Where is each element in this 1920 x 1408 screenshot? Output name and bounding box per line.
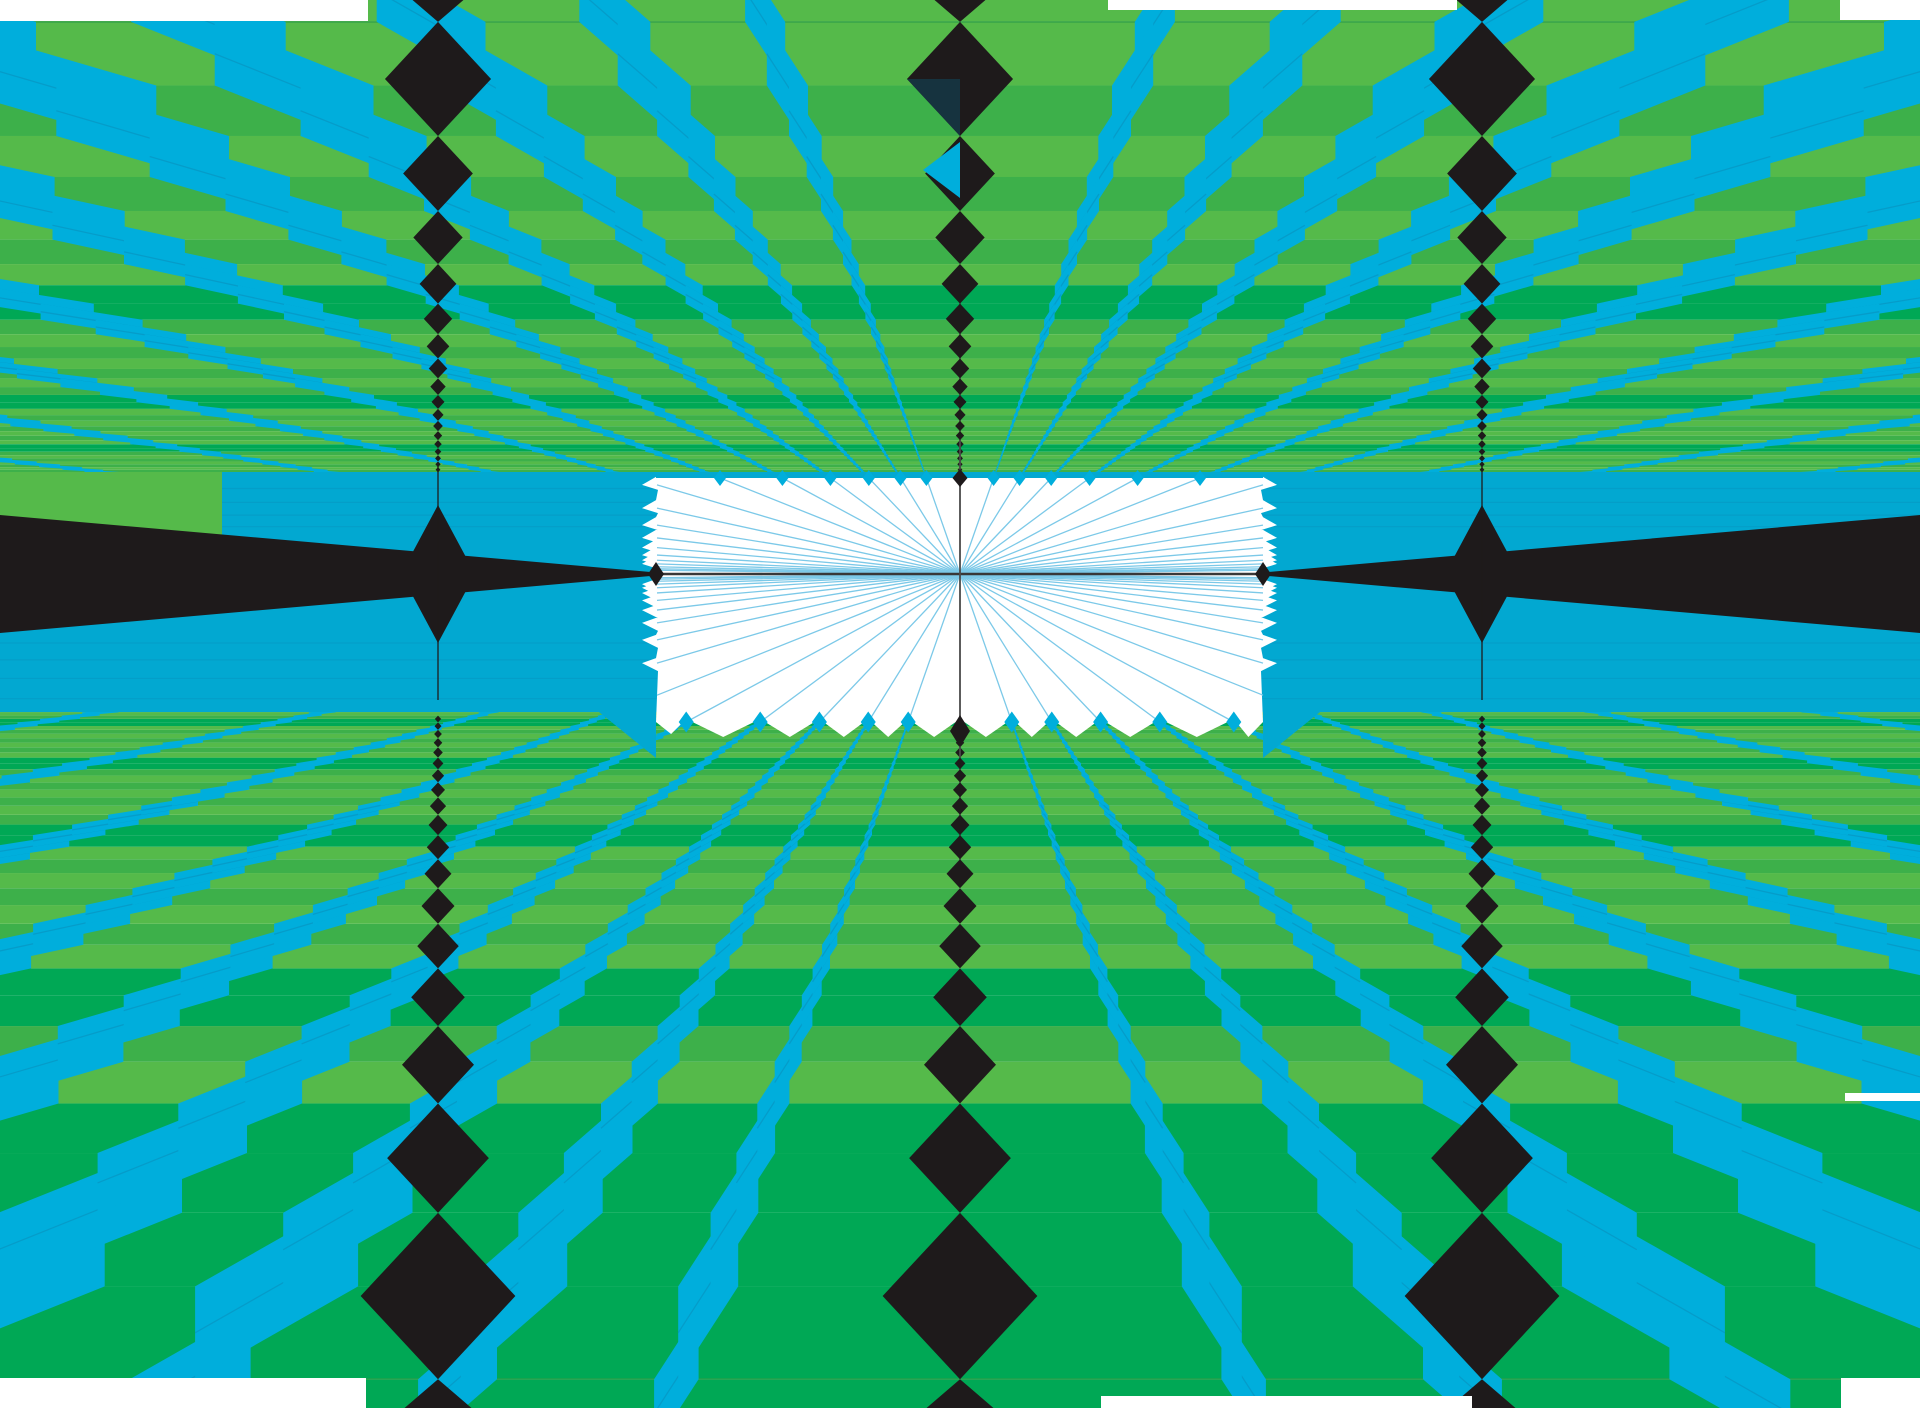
white-notch: [0, 1378, 366, 1408]
white-notch: [1845, 1093, 1920, 1101]
edge-markers: [648, 469, 1271, 747]
white-notch: [1101, 1396, 1472, 1408]
white-notch: [1108, 0, 1457, 10]
white-notch: [0, 0, 368, 21]
white-notch: [1841, 1378, 1920, 1408]
axes: [656, 440, 1263, 757]
diamond-chains: [360, 0, 1560, 1408]
white-notch: [1840, 0, 1920, 20]
